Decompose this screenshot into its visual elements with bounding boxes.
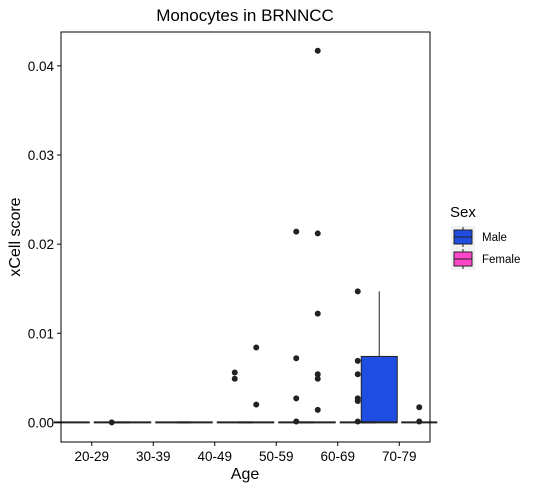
legend-label-female: Female — [482, 254, 520, 266]
plot-panel-border — [60, 31, 431, 443]
outlier-point — [314, 371, 321, 378]
outlier-point — [416, 404, 423, 411]
outlier-point — [293, 228, 300, 235]
outlier-point — [416, 418, 423, 425]
outlier-point — [354, 288, 361, 295]
outlier-point — [293, 395, 300, 402]
legend-label-male: Male — [482, 232, 507, 244]
x-tick-label: 30-39 — [136, 449, 171, 464]
outlier-point — [314, 230, 321, 237]
legend-title: Sex — [450, 204, 476, 221]
outlier-point — [314, 47, 321, 54]
outlier-point — [354, 418, 361, 425]
y-tick-label: 0.01 — [28, 326, 54, 341]
y-tick-label: 0.00 — [28, 415, 54, 430]
y-axis-label: xCell score — [7, 197, 24, 276]
outlier-point — [231, 375, 238, 382]
outlier-point — [231, 369, 238, 376]
x-tick-label: 60-69 — [320, 449, 355, 464]
x-tick-label: 50-59 — [259, 449, 294, 464]
outlier-point — [354, 398, 361, 404]
x-tick-label: 20-29 — [74, 449, 109, 464]
y-tick-label: 0.03 — [28, 148, 54, 163]
outlier-point — [108, 419, 115, 426]
outlier-point — [354, 371, 361, 378]
y-tick-label: 0.04 — [28, 59, 55, 74]
outlier-point — [314, 406, 321, 413]
outlier-point — [253, 401, 260, 408]
chart-title: Monocytes in BRNNCC — [156, 6, 334, 25]
outlier-point — [314, 375, 321, 382]
x-tick-label: 70-79 — [382, 449, 417, 464]
outlier-point — [314, 310, 321, 317]
outlier-point — [253, 344, 260, 351]
outlier-point — [293, 355, 300, 362]
box-male — [360, 355, 398, 423]
x-tick-label: 40-49 — [197, 449, 232, 464]
outlier-point — [293, 418, 300, 425]
outlier-point — [354, 357, 361, 364]
x-axis-label: Age — [231, 466, 260, 483]
y-tick-label: 0.02 — [28, 237, 54, 252]
